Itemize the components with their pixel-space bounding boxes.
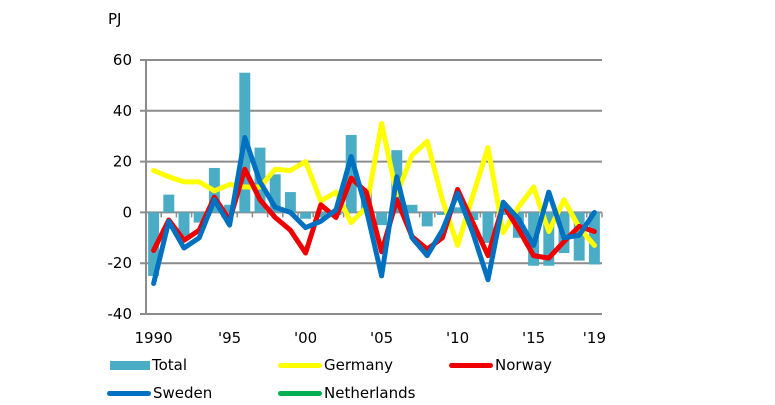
bar-total	[376, 212, 388, 226]
legend-swatch-norway	[449, 362, 493, 368]
y-tick-label: -20	[108, 254, 133, 272]
bar-total	[543, 212, 555, 266]
legend-swatch-netherlands	[278, 390, 322, 396]
y-unit-label: PJ	[108, 10, 121, 28]
y-tick-label: -40	[108, 305, 133, 323]
x-tick-label: '05	[370, 329, 393, 347]
x-tick-label: '00	[294, 329, 317, 347]
x-tick-label: 1990	[135, 329, 173, 347]
x-tick-label: '95	[218, 329, 241, 347]
bar-total	[588, 212, 600, 265]
bar-total	[178, 212, 190, 241]
bar-total	[436, 212, 448, 215]
legend-label-norway: Norway	[495, 356, 552, 374]
bar-total	[148, 212, 160, 276]
bar-total	[193, 212, 205, 223]
x-tick-label: '19	[583, 329, 606, 347]
legend-label-total: Total	[152, 356, 188, 374]
x-axis-ticks: 1990 '95 '00 '05 '10 '15 '19	[135, 329, 607, 347]
legend-label-germany: Germany	[324, 356, 393, 374]
legend-item-sweden: Sweden	[107, 384, 212, 402]
bar-total	[452, 207, 464, 213]
legend-item-total: Total	[100, 356, 187, 374]
bar-total	[467, 212, 479, 221]
legend-swatch-total	[110, 360, 150, 370]
x-tick-label: '10	[446, 329, 469, 347]
bar-total	[300, 212, 312, 219]
bar-total	[163, 194, 175, 213]
line-series	[151, 121, 597, 286]
bar-total	[406, 204, 418, 213]
bar-total	[345, 134, 357, 213]
line-germany	[151, 121, 597, 248]
x-tick-label: '15	[522, 329, 545, 347]
legend-swatch-germany	[278, 362, 322, 368]
y-axis-ticks: -40 -20 0 20 40 60	[108, 51, 133, 323]
legend-label-netherlands: Netherlands	[324, 384, 416, 402]
line-sweden	[151, 135, 597, 286]
y-tick-label: 20	[113, 153, 132, 171]
bar-total	[315, 212, 327, 218]
bar-total	[284, 192, 296, 213]
legend-item-netherlands: Netherlands	[278, 384, 415, 402]
legend-label-sweden: Sweden	[153, 384, 213, 402]
bar-total	[482, 212, 494, 243]
y-tick-label: 60	[113, 51, 132, 69]
bar-total	[421, 212, 433, 227]
bar-total	[269, 174, 281, 213]
y-tick-label: 0	[122, 203, 132, 221]
legend-item-germany: Germany	[278, 356, 393, 374]
bar-total	[224, 204, 236, 213]
legend-item-norway: Norway	[449, 356, 552, 374]
y-tick-label: 40	[113, 102, 132, 120]
legend-swatch-sweden	[107, 390, 151, 396]
